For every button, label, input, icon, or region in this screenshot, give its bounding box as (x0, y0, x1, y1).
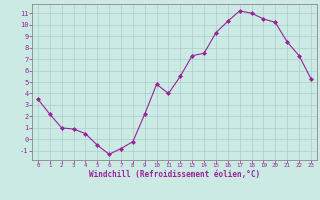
X-axis label: Windchill (Refroidissement éolien,°C): Windchill (Refroidissement éolien,°C) (89, 170, 260, 179)
